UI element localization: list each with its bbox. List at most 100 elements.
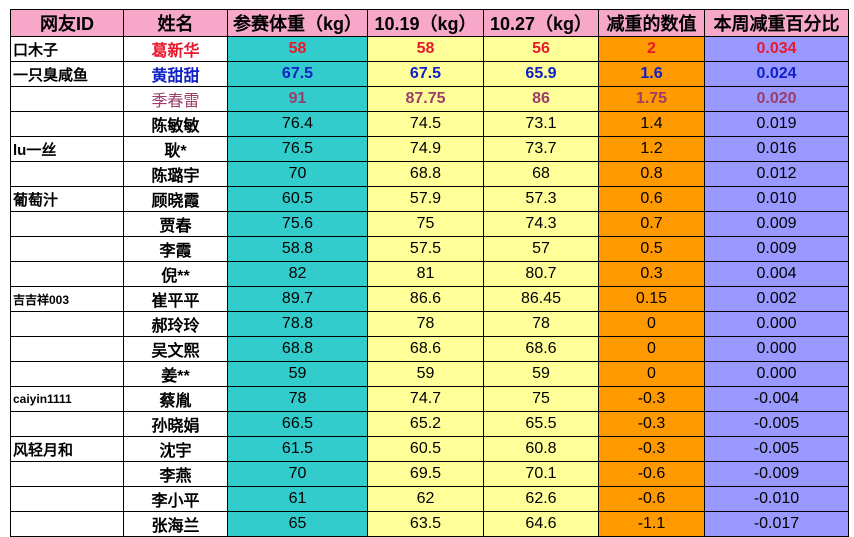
cell-weight-1019: 74.7: [367, 386, 484, 412]
cell-name: 张海兰: [123, 511, 228, 537]
cell-name: 倪**: [123, 261, 228, 287]
cell-loss: 0.3: [598, 261, 705, 287]
cell-weight-1027: 64.6: [483, 511, 599, 537]
cell-weight-1019: 67.5: [367, 61, 484, 87]
cell-name: 黄甜甜: [123, 61, 228, 87]
cell-user-id: [10, 461, 124, 487]
header-loss-percent: 本周减重百分比: [704, 9, 849, 37]
header-weight-1019: 10.19（kg）: [367, 9, 484, 37]
cell-loss: 0.8: [598, 161, 705, 187]
cell-name: 季春雷: [123, 86, 228, 112]
cell-weight-1019: 75: [367, 211, 484, 237]
cell-start-weight: 65: [227, 511, 368, 537]
cell-loss-percent: -0.010: [704, 486, 849, 512]
cell-loss: 1.75: [598, 86, 705, 112]
cell-weight-1019: 78: [367, 311, 484, 337]
cell-start-weight: 61.5: [227, 436, 368, 462]
cell-user-id: [10, 486, 124, 512]
table-row: 季春雷 91 87.75 86 1.75 0.020: [10, 86, 849, 112]
cell-loss: -0.3: [598, 386, 705, 412]
cell-name: 葛新华: [123, 36, 228, 62]
cell-start-weight: 61: [227, 486, 368, 512]
cell-weight-1019: 59: [367, 361, 484, 387]
cell-user-id: 风轻月和: [10, 436, 124, 462]
cell-start-weight: 89.7: [227, 286, 368, 312]
cell-name: 顾晓霞: [123, 186, 228, 212]
table-row: 郝玲玲 78.8 78 78 0 0.000: [10, 311, 849, 337]
cell-user-id: 葡萄汁: [10, 186, 124, 212]
cell-weight-1019: 65.2: [367, 411, 484, 437]
cell-loss-percent: 0.019: [704, 111, 849, 137]
cell-user-id: 口木子: [10, 36, 124, 62]
cell-loss: 0.5: [598, 236, 705, 262]
cell-weight-1027: 59: [483, 361, 599, 387]
cell-start-weight: 76.4: [227, 111, 368, 137]
cell-weight-1019: 69.5: [367, 461, 484, 487]
cell-weight-1019: 62: [367, 486, 484, 512]
cell-start-weight: 67.5: [227, 61, 368, 87]
cell-start-weight: 58.8: [227, 236, 368, 262]
cell-loss-percent: 0.024: [704, 61, 849, 87]
cell-weight-1027: 68.6: [483, 336, 599, 362]
cell-loss-percent: 0.000: [704, 336, 849, 362]
cell-weight-1019: 87.75: [367, 86, 484, 112]
header-start-weight: 参赛体重（kg）: [227, 9, 368, 37]
cell-name: 姜**: [123, 361, 228, 387]
cell-weight-1027: 60.8: [483, 436, 599, 462]
cell-weight-1019: 63.5: [367, 511, 484, 537]
cell-user-id: [10, 211, 124, 237]
cell-name: 崔平平: [123, 286, 228, 312]
cell-loss-percent: 0.000: [704, 311, 849, 337]
cell-name: 李霞: [123, 236, 228, 262]
cell-loss: -0.3: [598, 411, 705, 437]
cell-loss: 1.2: [598, 136, 705, 162]
cell-name: 李燕: [123, 461, 228, 487]
cell-loss-percent: 0.002: [704, 286, 849, 312]
cell-weight-1019: 57.9: [367, 186, 484, 212]
cell-weight-1019: 86.6: [367, 286, 484, 312]
cell-weight-1027: 86: [483, 86, 599, 112]
cell-user-id: [10, 261, 124, 287]
cell-user-id: [10, 411, 124, 437]
cell-loss-percent: -0.005: [704, 411, 849, 437]
weight-loss-table: 网友ID 姓名 参赛体重（kg） 10.19（kg） 10.27（kg） 减重的…: [10, 9, 849, 537]
cell-user-id: [10, 511, 124, 537]
cell-loss: 0.15: [598, 286, 705, 312]
cell-user-id: 一只臭咸鱼: [10, 61, 124, 87]
cell-start-weight: 60.5: [227, 186, 368, 212]
cell-weight-1027: 70.1: [483, 461, 599, 487]
cell-loss-percent: 0.009: [704, 211, 849, 237]
cell-user-id: [10, 311, 124, 337]
cell-weight-1027: 62.6: [483, 486, 599, 512]
table-row: 吉吉祥003 崔平平 89.7 86.6 86.45 0.15 0.002: [10, 286, 849, 312]
cell-loss-percent: 0.009: [704, 236, 849, 262]
cell-name: 陈敏敏: [123, 111, 228, 137]
cell-user-id: [10, 336, 124, 362]
cell-name: 蔡胤: [123, 386, 228, 412]
cell-name: 郝玲玲: [123, 311, 228, 337]
table-row: 葡萄汁 顾晓霞 60.5 57.9 57.3 0.6 0.010: [10, 186, 849, 212]
cell-start-weight: 70: [227, 161, 368, 187]
cell-weight-1019: 74.5: [367, 111, 484, 137]
cell-start-weight: 78.8: [227, 311, 368, 337]
cell-start-weight: 58: [227, 36, 368, 62]
cell-start-weight: 66.5: [227, 411, 368, 437]
table-row: caiyin1111 蔡胤 78 74.7 75 -0.3 -0.004: [10, 386, 849, 412]
cell-weight-1027: 57.3: [483, 186, 599, 212]
cell-weight-1019: 68.6: [367, 336, 484, 362]
cell-weight-1027: 56: [483, 36, 599, 62]
cell-weight-1027: 65.5: [483, 411, 599, 437]
table-row: 风轻月和 沈宇 61.5 60.5 60.8 -0.3 -0.005: [10, 436, 849, 462]
cell-user-id: [10, 361, 124, 387]
cell-loss: 1.4: [598, 111, 705, 137]
cell-weight-1027: 73.7: [483, 136, 599, 162]
cell-name: 贾春: [123, 211, 228, 237]
cell-user-id: 吉吉祥003: [10, 286, 124, 312]
cell-loss-percent: -0.017: [704, 511, 849, 537]
table-row: 贾春 75.6 75 74.3 0.7 0.009: [10, 211, 849, 237]
cell-loss: 1.6: [598, 61, 705, 87]
cell-loss: -1.1: [598, 511, 705, 537]
cell-weight-1019: 58: [367, 36, 484, 62]
cell-start-weight: 68.8: [227, 336, 368, 362]
table-row: lu一丝 耿* 76.5 74.9 73.7 1.2 0.016: [10, 136, 849, 162]
